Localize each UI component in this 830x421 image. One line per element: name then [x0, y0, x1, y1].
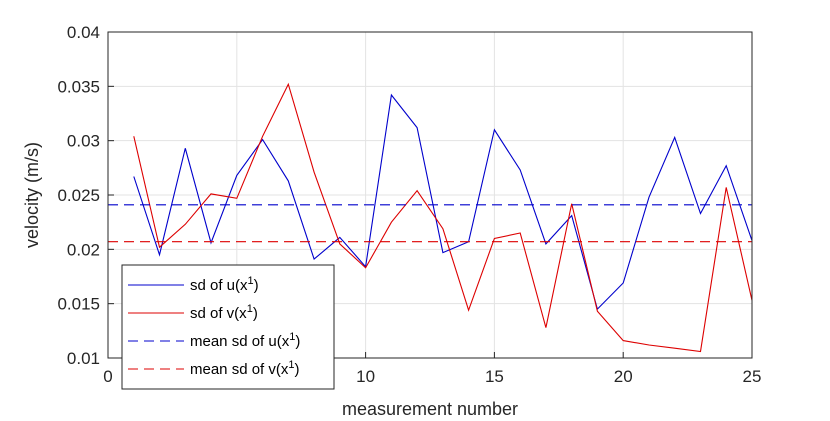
sd-v-line: [133, 82, 753, 353]
x-tick-label: 10: [356, 367, 375, 386]
sd-u-line: [133, 93, 753, 311]
legend-entry-label: sd of u(x1): [190, 275, 259, 294]
legend-entry-label: mean sd of v(x1): [190, 359, 300, 378]
legend-box: [121, 264, 335, 390]
x-tick-label: 25: [743, 367, 762, 386]
y-tick-label: 0.035: [57, 77, 100, 96]
y-axis-label: velocity (m/s): [22, 142, 42, 248]
y-tick-label: 0.03: [67, 132, 100, 151]
x-tick-label: 15: [485, 367, 504, 386]
y-tick-label: 0.02: [67, 240, 100, 259]
series-layer: [108, 82, 753, 353]
legend-entry-label: mean sd of u(x1): [190, 331, 300, 350]
x-tick-label: 20: [614, 367, 633, 386]
x-axis-label: measurement number: [342, 399, 518, 419]
y-tick-label: 0.04: [67, 23, 100, 42]
y-tick-label: 0.015: [57, 295, 100, 314]
y-tick-label: 0.025: [57, 186, 100, 205]
legend: sd of u(x1) sd of v(x1) mean sd of u(x1) me…: [121, 264, 335, 390]
x-tick-label: 0: [103, 367, 112, 386]
legend-entry-label: sd of v(x1): [190, 303, 258, 322]
y-tick-label: 0.01: [67, 349, 100, 368]
